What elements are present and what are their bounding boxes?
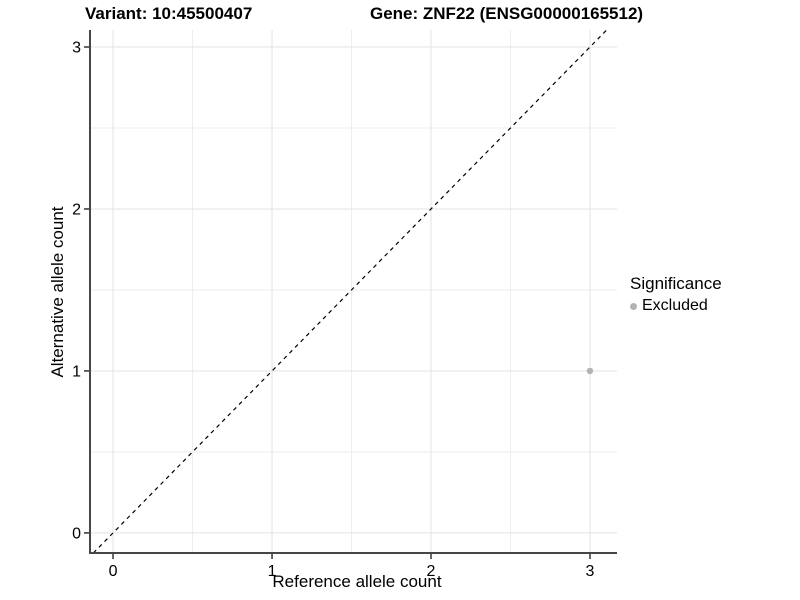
x-tick-label: 1 xyxy=(268,563,277,580)
y-tick-label: 0 xyxy=(72,525,81,542)
x-tick-label: 3 xyxy=(586,563,595,580)
legend-item-excluded: Excluded xyxy=(630,297,722,315)
legend-title: Significance xyxy=(630,274,722,293)
x-tick-label: 2 xyxy=(427,563,436,580)
y-tick-label: 2 xyxy=(72,201,81,218)
data-point xyxy=(586,367,594,375)
chart-title-gene: Gene: ZNF22 (ENSG00000165512) xyxy=(370,4,644,23)
identity-line xyxy=(92,29,608,554)
y-tick-label: 1 xyxy=(72,363,81,380)
excluded-point-marker-icon xyxy=(630,302,637,310)
legend-item-label: Excluded xyxy=(642,297,708,314)
y-tick-label: 3 xyxy=(72,40,81,57)
x-tick-label: 0 xyxy=(109,563,118,580)
chart-title-variant: Variant: 10:45500407 xyxy=(85,4,253,23)
x-axis-title: Reference allele count xyxy=(272,572,442,591)
legend: Significance Excluded xyxy=(630,274,722,315)
